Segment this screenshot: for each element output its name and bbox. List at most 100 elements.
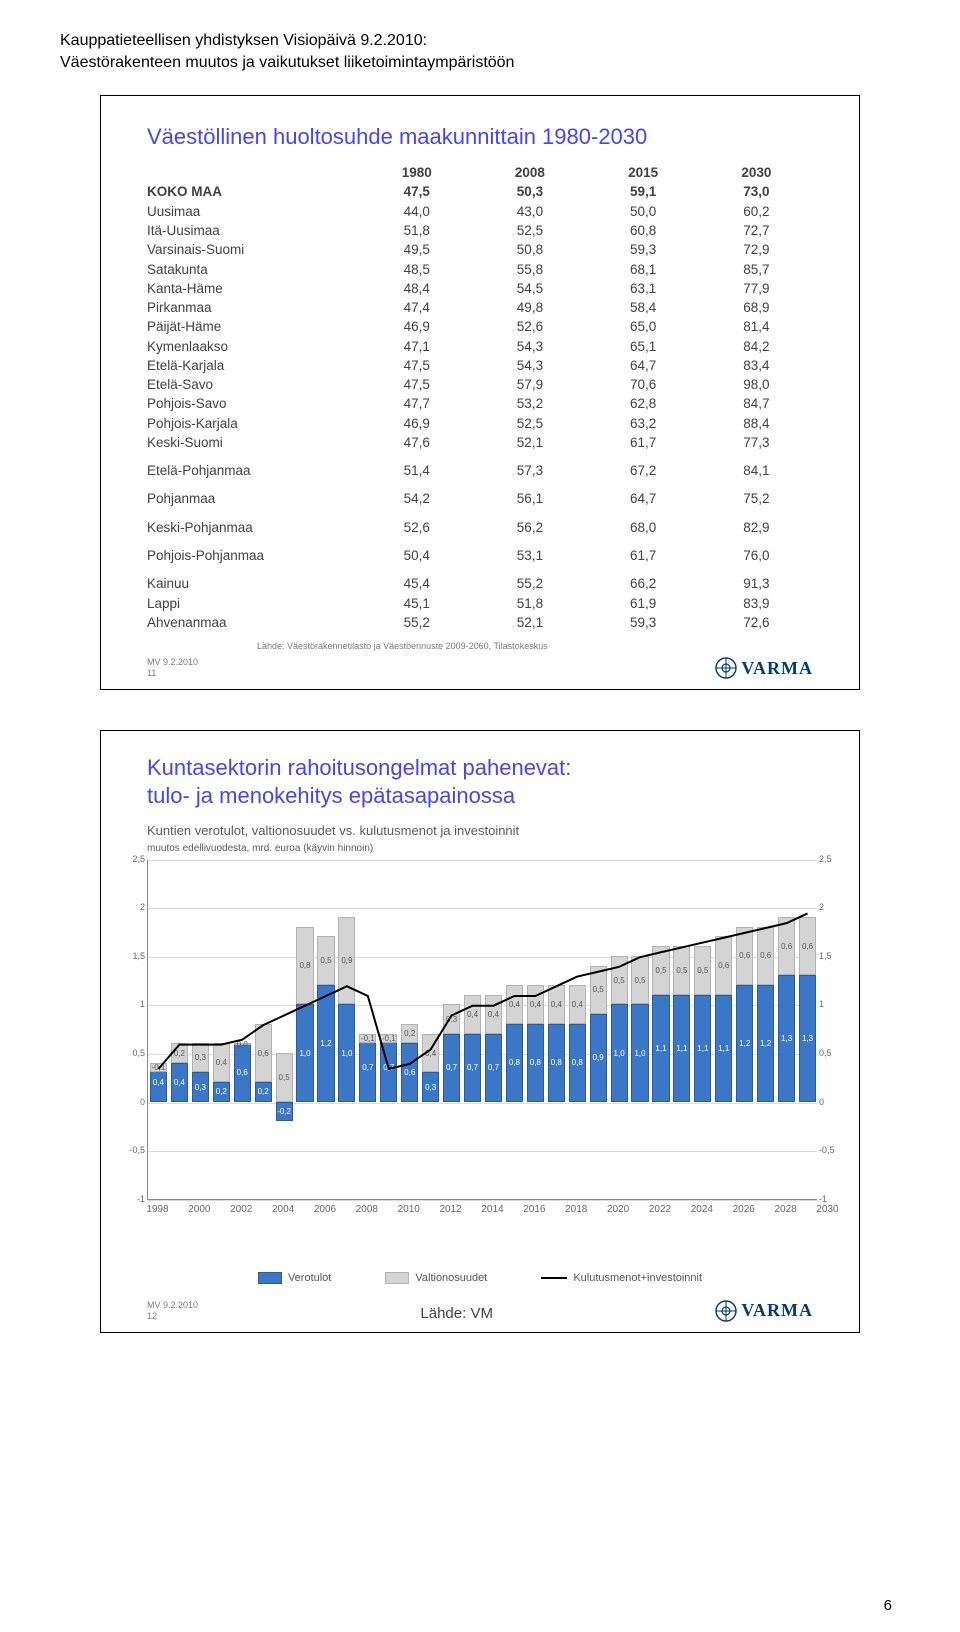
bar: 1,30,6 <box>778 859 795 1199</box>
cell: 50,4 <box>360 538 473 566</box>
table-row: Itä-Uusimaa51,852,560,872,7 <box>147 222 813 241</box>
table-row: Satakunta48,555,868,185,7 <box>147 261 813 280</box>
cell: 54,3 <box>473 338 586 357</box>
slide1-footer-num: 11 <box>147 668 198 679</box>
bar: 1,30,6 <box>799 859 816 1199</box>
row-label: Kymenlaakso <box>147 338 360 357</box>
cell: 46,9 <box>360 415 473 434</box>
cell: 48,4 <box>360 280 473 299</box>
legend-valtionosuudet: Valtionosuudet <box>385 1272 487 1284</box>
cell: 52,5 <box>473 415 586 434</box>
row-label: Pohjanmaa <box>147 481 360 509</box>
cell: 51,4 <box>360 453 473 481</box>
cell: 88,4 <box>700 415 813 434</box>
row-label: Kanta-Häme <box>147 280 360 299</box>
row-label: Etelä-Savo <box>147 376 360 395</box>
cell: 51,8 <box>473 595 586 614</box>
y-tick-left: 0,5 <box>117 1048 145 1058</box>
table-row: Varsinais-Suomi49,550,859,372,9 <box>147 241 813 260</box>
x-tick: 2016 <box>523 1204 545 1215</box>
slide1-footer-left: MV 9.2.2010 11 <box>147 657 198 679</box>
cell: 83,4 <box>700 357 813 376</box>
cell: 65,1 <box>587 338 700 357</box>
cell: 54,5 <box>473 280 586 299</box>
table-row: Pirkanmaa47,449,858,468,9 <box>147 299 813 318</box>
slide2-sub2: muutos edellivuodesta, mrd. euroa (käyvi… <box>147 843 813 856</box>
table-row: Keski-Pohjanmaa52,656,268,082,9 <box>147 510 813 538</box>
cell: 68,0 <box>587 510 700 538</box>
cell: 82,9 <box>700 510 813 538</box>
row-label: Pohjois-Karjala <box>147 415 360 434</box>
cell: 57,3 <box>473 453 586 481</box>
cell: 64,7 <box>587 357 700 376</box>
th-2008: 2008 <box>473 164 586 183</box>
cell: 49,8 <box>473 299 586 318</box>
chart-legend: Verotulot Valtionosuudet Kulutusmenot+in… <box>147 1272 813 1284</box>
x-tick: 2002 <box>230 1204 252 1215</box>
bar: 0,90,5 <box>590 859 607 1199</box>
slide2-footer-left: MV 9.2.2010 12 <box>147 1300 198 1322</box>
row-label: Itä-Uusimaa <box>147 222 360 241</box>
page-number: 6 <box>884 1597 892 1614</box>
slide-1: Väestöllinen huoltosuhde maakunnittain 1… <box>100 95 860 690</box>
x-tick: 2022 <box>649 1204 671 1215</box>
y-tick-left: -0,5 <box>117 1145 145 1155</box>
row-label: Pohjois-Savo <box>147 395 360 414</box>
cell: 56,2 <box>473 510 586 538</box>
bar: 0,7-0,1 <box>380 859 397 1199</box>
table-row: Päijät-Häme46,952,665,081,4 <box>147 318 813 337</box>
cell: 91,3 <box>700 566 813 594</box>
row-label: Varsinais-Suomi <box>147 241 360 260</box>
y-tick-right: 0,5 <box>819 1048 847 1058</box>
table-row: Keski-Suomi47,652,161,777,3 <box>147 434 813 453</box>
slide2-title-line2: tulo- ja menokehitys epätasapainossa <box>147 783 813 809</box>
x-tick: 2000 <box>188 1204 210 1215</box>
data-table: 1980 2008 2015 2030 KOKO MAA47,550,359,1… <box>147 164 813 633</box>
bar: 0,60,0 <box>234 859 251 1199</box>
bar: 0,80,4 <box>569 859 586 1199</box>
varma-logo: VARMA <box>715 1300 813 1322</box>
x-tick: 2026 <box>733 1204 755 1215</box>
cell: 44,0 <box>360 203 473 222</box>
cell: 59,3 <box>587 241 700 260</box>
cell: 50,8 <box>473 241 586 260</box>
cell: 84,1 <box>700 453 813 481</box>
y-tick-right: 1,5 <box>819 951 847 961</box>
cell: 62,8 <box>587 395 700 414</box>
row-label: Päijät-Häme <box>147 318 360 337</box>
table-row: Etelä-Savo47,557,970,698,0 <box>147 376 813 395</box>
table-row: Etelä-Pohjanmaa51,457,367,284,1 <box>147 453 813 481</box>
cell: 72,7 <box>700 222 813 241</box>
slide-2: Kuntasektorin rahoitusongelmat pahenevat… <box>100 730 860 1333</box>
table-row: Etelä-Karjala47,554,364,783,4 <box>147 357 813 376</box>
y-tick-left: 1,5 <box>117 951 145 961</box>
x-tick: 2030 <box>816 1204 838 1215</box>
bar: -0,20,5 <box>276 859 293 1199</box>
cell: 47,1 <box>360 338 473 357</box>
y-tick-left: 2,5 <box>117 854 145 864</box>
y-tick-left: 2 <box>117 902 145 912</box>
slide2-footer-num: 12 <box>147 1311 198 1322</box>
bar: 1,20,5 <box>317 859 334 1199</box>
x-tick: 2010 <box>398 1204 420 1215</box>
bar: 0,30,3 <box>192 859 209 1199</box>
cell: 55,2 <box>473 566 586 594</box>
table-row: Pohjois-Karjala46,952,563,288,4 <box>147 415 813 434</box>
table-row: KOKO MAA47,550,359,173,0 <box>147 183 813 202</box>
cell: 75,2 <box>700 481 813 509</box>
cell: 47,5 <box>360 183 473 202</box>
slide2-source: Lähde: VM <box>420 1305 493 1322</box>
bar: 0,60,2 <box>401 859 418 1199</box>
cell: 83,9 <box>700 595 813 614</box>
x-tick: 2012 <box>439 1204 461 1215</box>
slide2-title-line1: Kuntasektorin rahoitusongelmat pahenevat… <box>147 755 813 781</box>
cell: 63,1 <box>587 280 700 299</box>
legend-verotulot: Verotulot <box>258 1272 331 1284</box>
cell: 84,7 <box>700 395 813 414</box>
bar: 0,40,2 <box>171 859 188 1199</box>
cell: 81,4 <box>700 318 813 337</box>
table-row: Kymenlaakso47,154,365,184,2 <box>147 338 813 357</box>
th-2015: 2015 <box>587 164 700 183</box>
bar: 1,10,5 <box>673 859 690 1199</box>
cell: 72,9 <box>700 241 813 260</box>
